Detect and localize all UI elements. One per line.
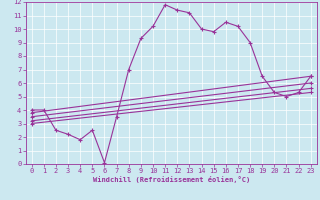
X-axis label: Windchill (Refroidissement éolien,°C): Windchill (Refroidissement éolien,°C) — [92, 176, 250, 183]
